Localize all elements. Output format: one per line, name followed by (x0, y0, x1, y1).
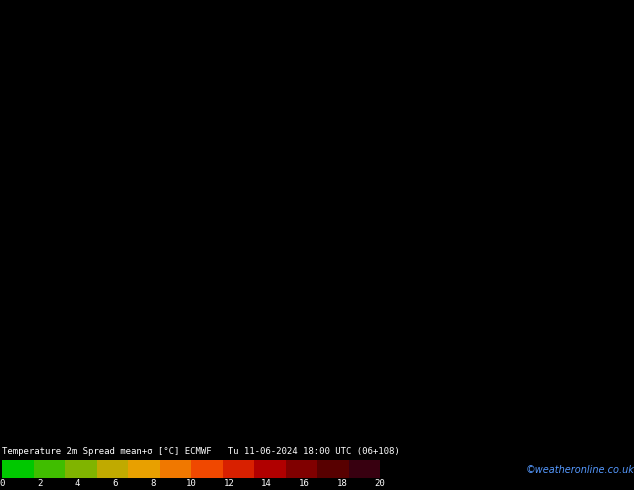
Text: 10: 10 (186, 479, 197, 488)
Text: 2: 2 (37, 479, 42, 488)
Bar (223, 460, 254, 478)
Text: 4: 4 (75, 479, 81, 488)
Bar (160, 460, 191, 478)
Bar (34, 460, 65, 478)
Text: Temperature 2m Spread mean+σ [°C] ECMWF   Tu 11-06-2024 18:00 UTC (06+108): Temperature 2m Spread mean+σ [°C] ECMWF … (2, 447, 400, 456)
Bar (349, 460, 380, 478)
Text: 8: 8 (150, 479, 156, 488)
Bar (128, 460, 160, 478)
Bar (317, 460, 349, 478)
Text: ©weatheronline.co.uk: ©weatheronline.co.uk (526, 465, 634, 475)
Text: 12: 12 (223, 479, 234, 488)
Bar (254, 460, 285, 478)
Bar (65, 460, 96, 478)
Text: 0: 0 (0, 479, 4, 488)
Text: 14: 14 (261, 479, 272, 488)
Text: 18: 18 (337, 479, 347, 488)
Text: 16: 16 (299, 479, 310, 488)
Bar (2, 460, 34, 478)
Bar (191, 460, 223, 478)
Text: 20: 20 (375, 479, 385, 488)
Text: 6: 6 (113, 479, 118, 488)
Bar (285, 460, 317, 478)
Bar (96, 460, 128, 478)
